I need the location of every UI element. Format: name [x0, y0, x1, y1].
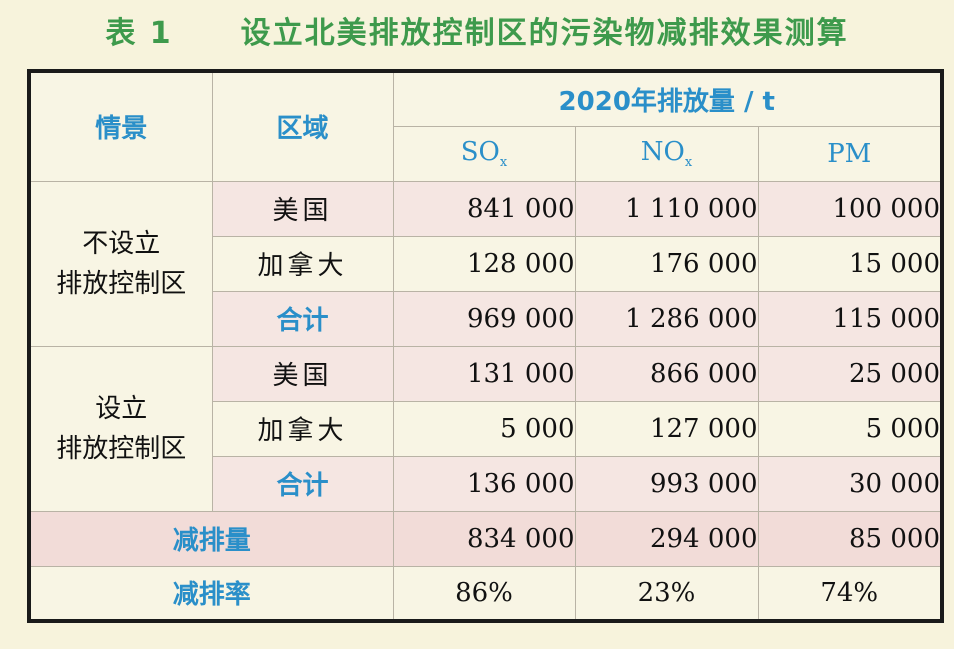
- no-cell: 1 286 000: [574, 290, 759, 347]
- no-cell: 1 110 000: [574, 180, 759, 237]
- pm-cell: 5 000: [757, 400, 943, 457]
- pm-cell: 30 000: [757, 455, 943, 512]
- table-row: 设立 排放控制区 美国 131 000 866 000 25 000: [28, 345, 943, 512]
- region-cell: 美国: [211, 180, 394, 237]
- header-so: SOx: [392, 125, 576, 182]
- region-cell: 美国: [211, 345, 394, 402]
- so-cell: 128 000: [392, 235, 576, 292]
- header-emissions: 2020年排放量 / t: [392, 70, 943, 127]
- rate-row: 减排率 86% 23% 74%: [28, 565, 943, 622]
- pm-cell: 115 000: [757, 290, 943, 347]
- pm-cell: 100 000: [757, 180, 943, 237]
- so-cell: 136 000: [392, 455, 576, 512]
- no-cell: 993 000: [574, 455, 759, 512]
- rate-label: 减排率: [28, 565, 394, 622]
- so-cell: 841 000: [392, 180, 576, 237]
- pm-cell: 85 000: [757, 510, 943, 567]
- pm-cell: 25 000: [757, 345, 943, 402]
- header-pm: PM: [757, 125, 943, 182]
- region-cell: 加拿大: [211, 235, 394, 292]
- no-cell: 127 000: [574, 400, 759, 457]
- reduction-label: 减排量: [28, 510, 394, 567]
- table-title-label: 表 1: [105, 16, 173, 51]
- table-title: 表 1 设立北美排放控制区的污染物减排效果测算: [0, 8, 954, 60]
- so-cell: 131 000: [392, 345, 576, 402]
- reduction-row: 减排量 834 000 294 000 85 000: [28, 510, 943, 567]
- so-cell: 969 000: [392, 290, 576, 347]
- header-region: 区域: [211, 70, 394, 182]
- total-cell: 合计: [211, 290, 394, 347]
- header-no: NOx: [574, 125, 759, 182]
- so-cell: 86%: [392, 565, 576, 622]
- scenario-cell: 设立 排放控制区: [28, 345, 213, 512]
- pm-cell: 15 000: [757, 235, 943, 292]
- region-cell: 加拿大: [211, 400, 394, 457]
- table-row: 不设立 排放控制区 美国 841 000 1 110 000 100 000: [28, 180, 943, 347]
- header-row-1: 情景 区域 2020年排放量 / t: [28, 70, 943, 182]
- emissions-table: 情景 区域 2020年排放量 / t SOx NOx PM 不设立 排放控制区 美…: [27, 69, 944, 623]
- table-title-text: 设立北美排放控制区的污染物减排效果测算: [240, 16, 849, 51]
- no-cell: 176 000: [574, 235, 759, 292]
- no-cell: 23%: [574, 565, 759, 622]
- no-cell: 294 000: [574, 510, 759, 567]
- no-cell: 866 000: [574, 345, 759, 402]
- scenario-cell: 不设立 排放控制区: [28, 180, 213, 347]
- so-cell: 5 000: [392, 400, 576, 457]
- header-row-2: SOx NOx PM: [29, 125, 943, 182]
- pm-cell: 74%: [757, 565, 943, 622]
- header-scenario: 情景: [28, 70, 213, 182]
- total-cell: 合计: [211, 455, 394, 512]
- so-cell: 834 000: [392, 510, 576, 567]
